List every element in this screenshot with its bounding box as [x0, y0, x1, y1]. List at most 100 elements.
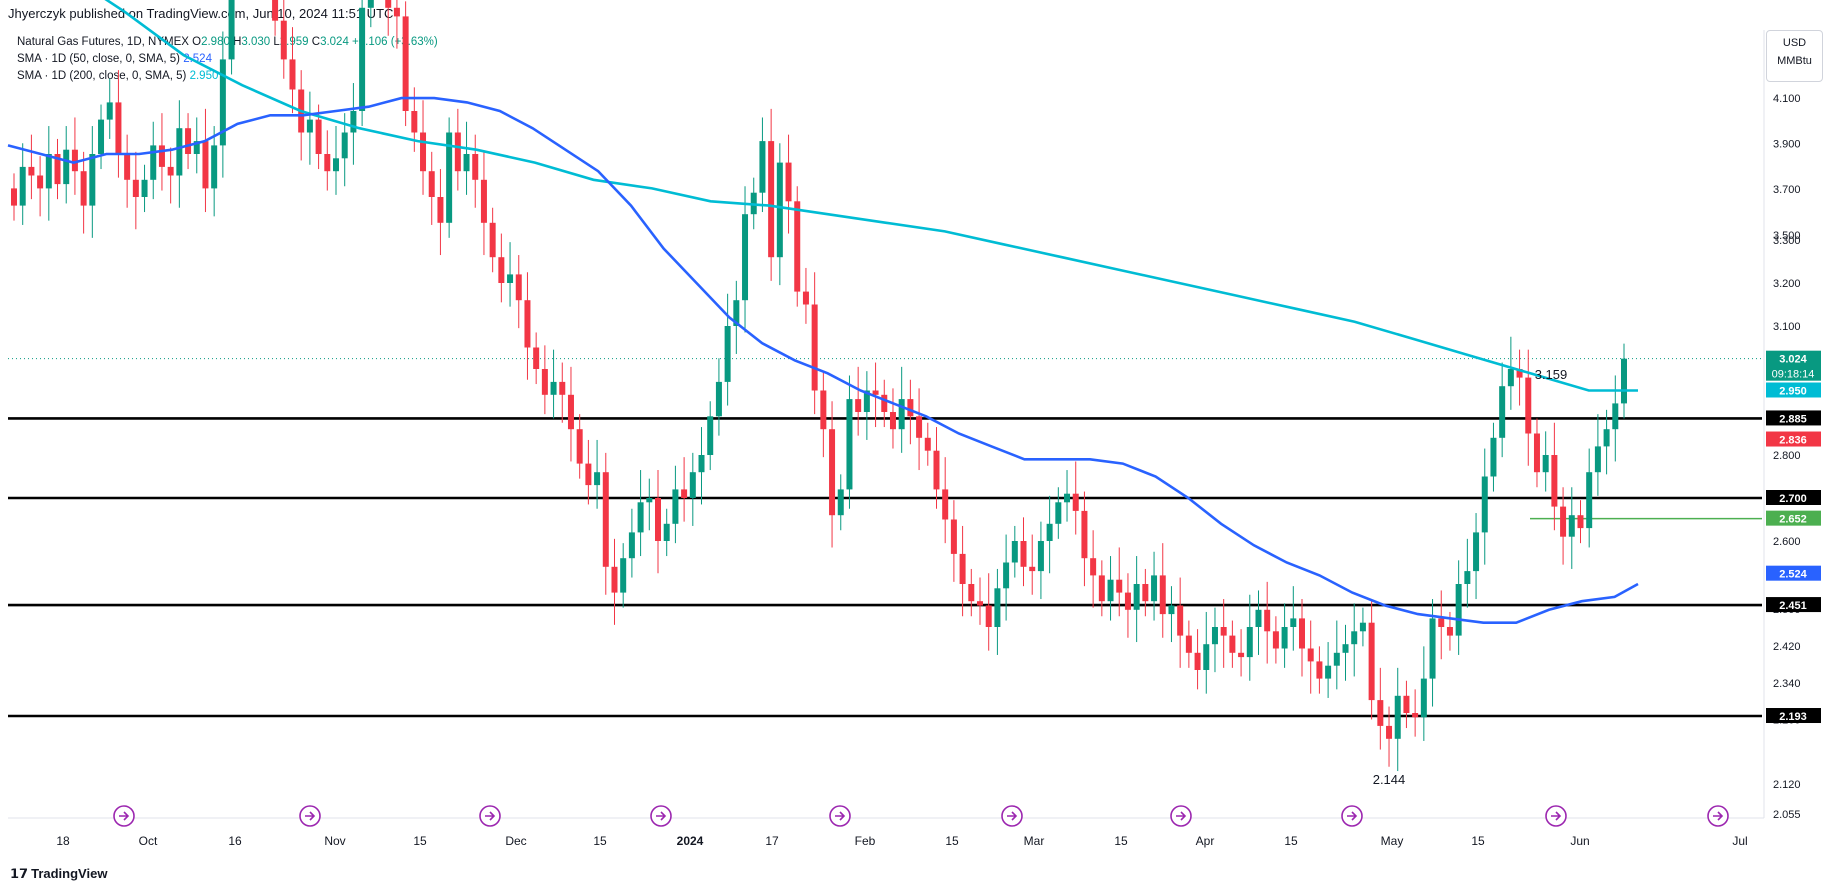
low-value: 2.959 [279, 36, 309, 48]
candle-up [594, 472, 601, 486]
x-tick-label: 15 [945, 834, 959, 848]
candle-up [176, 128, 183, 176]
y-tick-label: 2.120 [1773, 779, 1801, 791]
candle-down [1159, 575, 1166, 615]
candle-down [1368, 622, 1375, 701]
candle-down [1412, 713, 1419, 718]
candle-down [768, 141, 775, 258]
candle-up [1255, 609, 1262, 627]
sma50-value: 2.524 [183, 53, 212, 65]
sma50-label: SMA · 1D (50, close, 0, SMA, 5) [17, 53, 180, 65]
price-label-text: 2.451 [1779, 600, 1807, 612]
x-tick-label: Apr [1196, 834, 1215, 848]
candle-down [1072, 493, 1079, 511]
price-label-box [1766, 350, 1821, 381]
candle-down [1098, 575, 1105, 602]
candle-up [689, 472, 696, 498]
candle-down [811, 304, 818, 391]
candle-down [933, 450, 940, 490]
candle-down [567, 394, 574, 430]
candle-down [71, 149, 78, 172]
event-arrow-icon [119, 811, 130, 821]
candle-up [707, 416, 714, 455]
candle-down [515, 274, 522, 301]
y-tick-label: 3.900 [1773, 139, 1801, 151]
candle-up [1603, 429, 1610, 447]
candle-up [507, 274, 514, 283]
candle-up [837, 489, 844, 516]
price-label-text: 2.950 [1779, 386, 1807, 398]
candle-down [655, 498, 661, 541]
candle-down [1220, 627, 1227, 636]
candle-down [324, 154, 331, 172]
price-label-text: 2.836 [1779, 435, 1807, 447]
candle-down [1299, 618, 1305, 649]
candle-down [585, 463, 592, 486]
candle-up [1473, 532, 1480, 572]
candle-up [1211, 627, 1218, 645]
high-value: 3.030 [241, 36, 271, 48]
price-label-text: 2.652 [1779, 514, 1807, 526]
candle-down [1124, 592, 1131, 610]
event-arrow-icon [1713, 811, 1724, 821]
currency-label: USD [1782, 37, 1807, 49]
candle-up [1107, 579, 1114, 602]
change-value: +0.106 (+3.63%) [352, 36, 438, 48]
candle-down [1307, 648, 1314, 662]
candle-down [1081, 510, 1088, 559]
candle-up [106, 102, 113, 120]
candle-down [802, 291, 809, 305]
candle-up [89, 154, 96, 206]
candle-down [785, 162, 792, 202]
candle-up [646, 498, 653, 503]
y-tick-label: 3.300 [1773, 235, 1801, 247]
x-tick-label: Oct [139, 834, 158, 848]
candle-down [454, 132, 461, 172]
x-tick-label: Feb [855, 834, 876, 848]
sma200-value: 2.950 [189, 70, 219, 82]
legend-sma50-row[interactable]: SMA · 1D (50, close, 0, SMA, 5) 2.524 [17, 51, 438, 68]
candle-up [742, 214, 749, 301]
x-tick-label: Jul [1732, 834, 1747, 848]
candle-up [1325, 665, 1332, 679]
brand-name: TradingView [31, 866, 108, 881]
countdown-text: 09:18:14 [1772, 369, 1815, 381]
candle-down [1090, 558, 1097, 576]
price-label-box [1766, 510, 1821, 526]
candle-up [350, 111, 357, 133]
candle-up [637, 502, 644, 533]
event-arrow-icon [1176, 811, 1187, 821]
candle-down [959, 553, 966, 584]
candle-up [306, 119, 313, 133]
brand: 𝟭𝟳 TradingView [10, 866, 107, 882]
y-tick-label: 2.800 [1773, 450, 1801, 462]
unit-label: MMBtu [1777, 55, 1812, 67]
candle-down [1516, 369, 1523, 378]
event-arrow-icon [1007, 811, 1018, 821]
candle-down [924, 437, 931, 451]
candle-down [480, 179, 487, 223]
candle-up [1359, 622, 1366, 632]
unit-selector[interactable]: USD MMBtu [1766, 30, 1823, 82]
candle-down [1264, 609, 1271, 632]
candle-up [1064, 493, 1071, 503]
candle-down [1185, 635, 1192, 653]
candle-up [1621, 358, 1627, 404]
candle-down [1560, 506, 1567, 537]
candle-up [776, 162, 783, 258]
candle-down [489, 222, 496, 258]
symbol-label: Natural Gas Futures, 1D, NYMEX [17, 36, 189, 48]
x-tick-label: 15 [593, 834, 607, 848]
candle-down [881, 394, 888, 412]
sma50-line [7, 96, 1639, 624]
candle-up [620, 558, 627, 593]
candle-up [219, 59, 226, 146]
x-tick-label: 15 [1471, 834, 1485, 848]
candle-up [228, 0, 235, 60]
candle-down [1177, 605, 1184, 636]
candle-down [907, 399, 914, 417]
candle-down [428, 171, 435, 197]
candle-up [19, 166, 26, 206]
legend-sma200-row[interactable]: SMA · 1D (200, close, 0, SMA, 5) 2.950 [17, 68, 438, 85]
